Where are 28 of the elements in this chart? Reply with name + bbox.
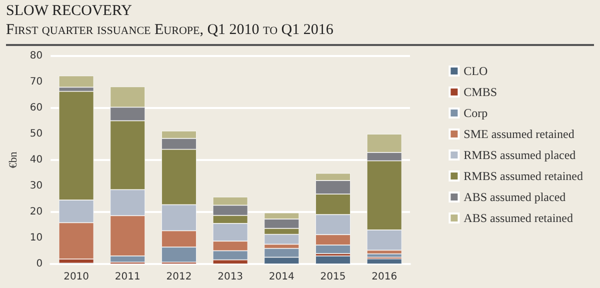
x-tick-label: 2014 (268, 272, 294, 282)
y-tick-label: 0 (36, 258, 43, 270)
x-tick-label: 2011 (114, 272, 140, 282)
y-tick-label: 70 (30, 76, 43, 88)
y-tick-label: 80 (30, 50, 43, 62)
legend-label: RMBS assumed retained (464, 169, 584, 183)
chart-title: SLOW RECOVERY (6, 2, 133, 20)
legend-label: ABS assumed placed (464, 190, 566, 204)
chart-subtitle: First quarter issuance Europe, Q1 2010 to Q1 2016 (6, 21, 334, 40)
y-tick-label: 50 (30, 128, 43, 140)
legend-label: CLO (464, 64, 488, 78)
legend-label: SME assumed retained (464, 127, 574, 141)
y-tick-label: 40 (30, 154, 43, 166)
legend-label: ABS assumed retained (464, 211, 573, 225)
x-tick-label: 2015 (320, 272, 346, 282)
y-tick-label: 10 (30, 232, 43, 244)
y-tick-label: 20 (30, 206, 43, 218)
legend-label: CMBS (464, 85, 498, 99)
y-tick-label: 30 (30, 180, 43, 192)
x-tick-label: 2013 (218, 272, 244, 282)
y-axis-title: €bn (8, 151, 20, 168)
legend-label: RMBS assumed placed (464, 148, 576, 162)
x-tick-label: 2010 (64, 272, 90, 282)
legend-label: Corp (464, 106, 488, 120)
x-tick-label: 2012 (166, 272, 192, 282)
y-tick-label: 60 (30, 102, 43, 114)
x-tick-label: 2016 (372, 272, 398, 282)
bar (58, 76, 94, 88)
